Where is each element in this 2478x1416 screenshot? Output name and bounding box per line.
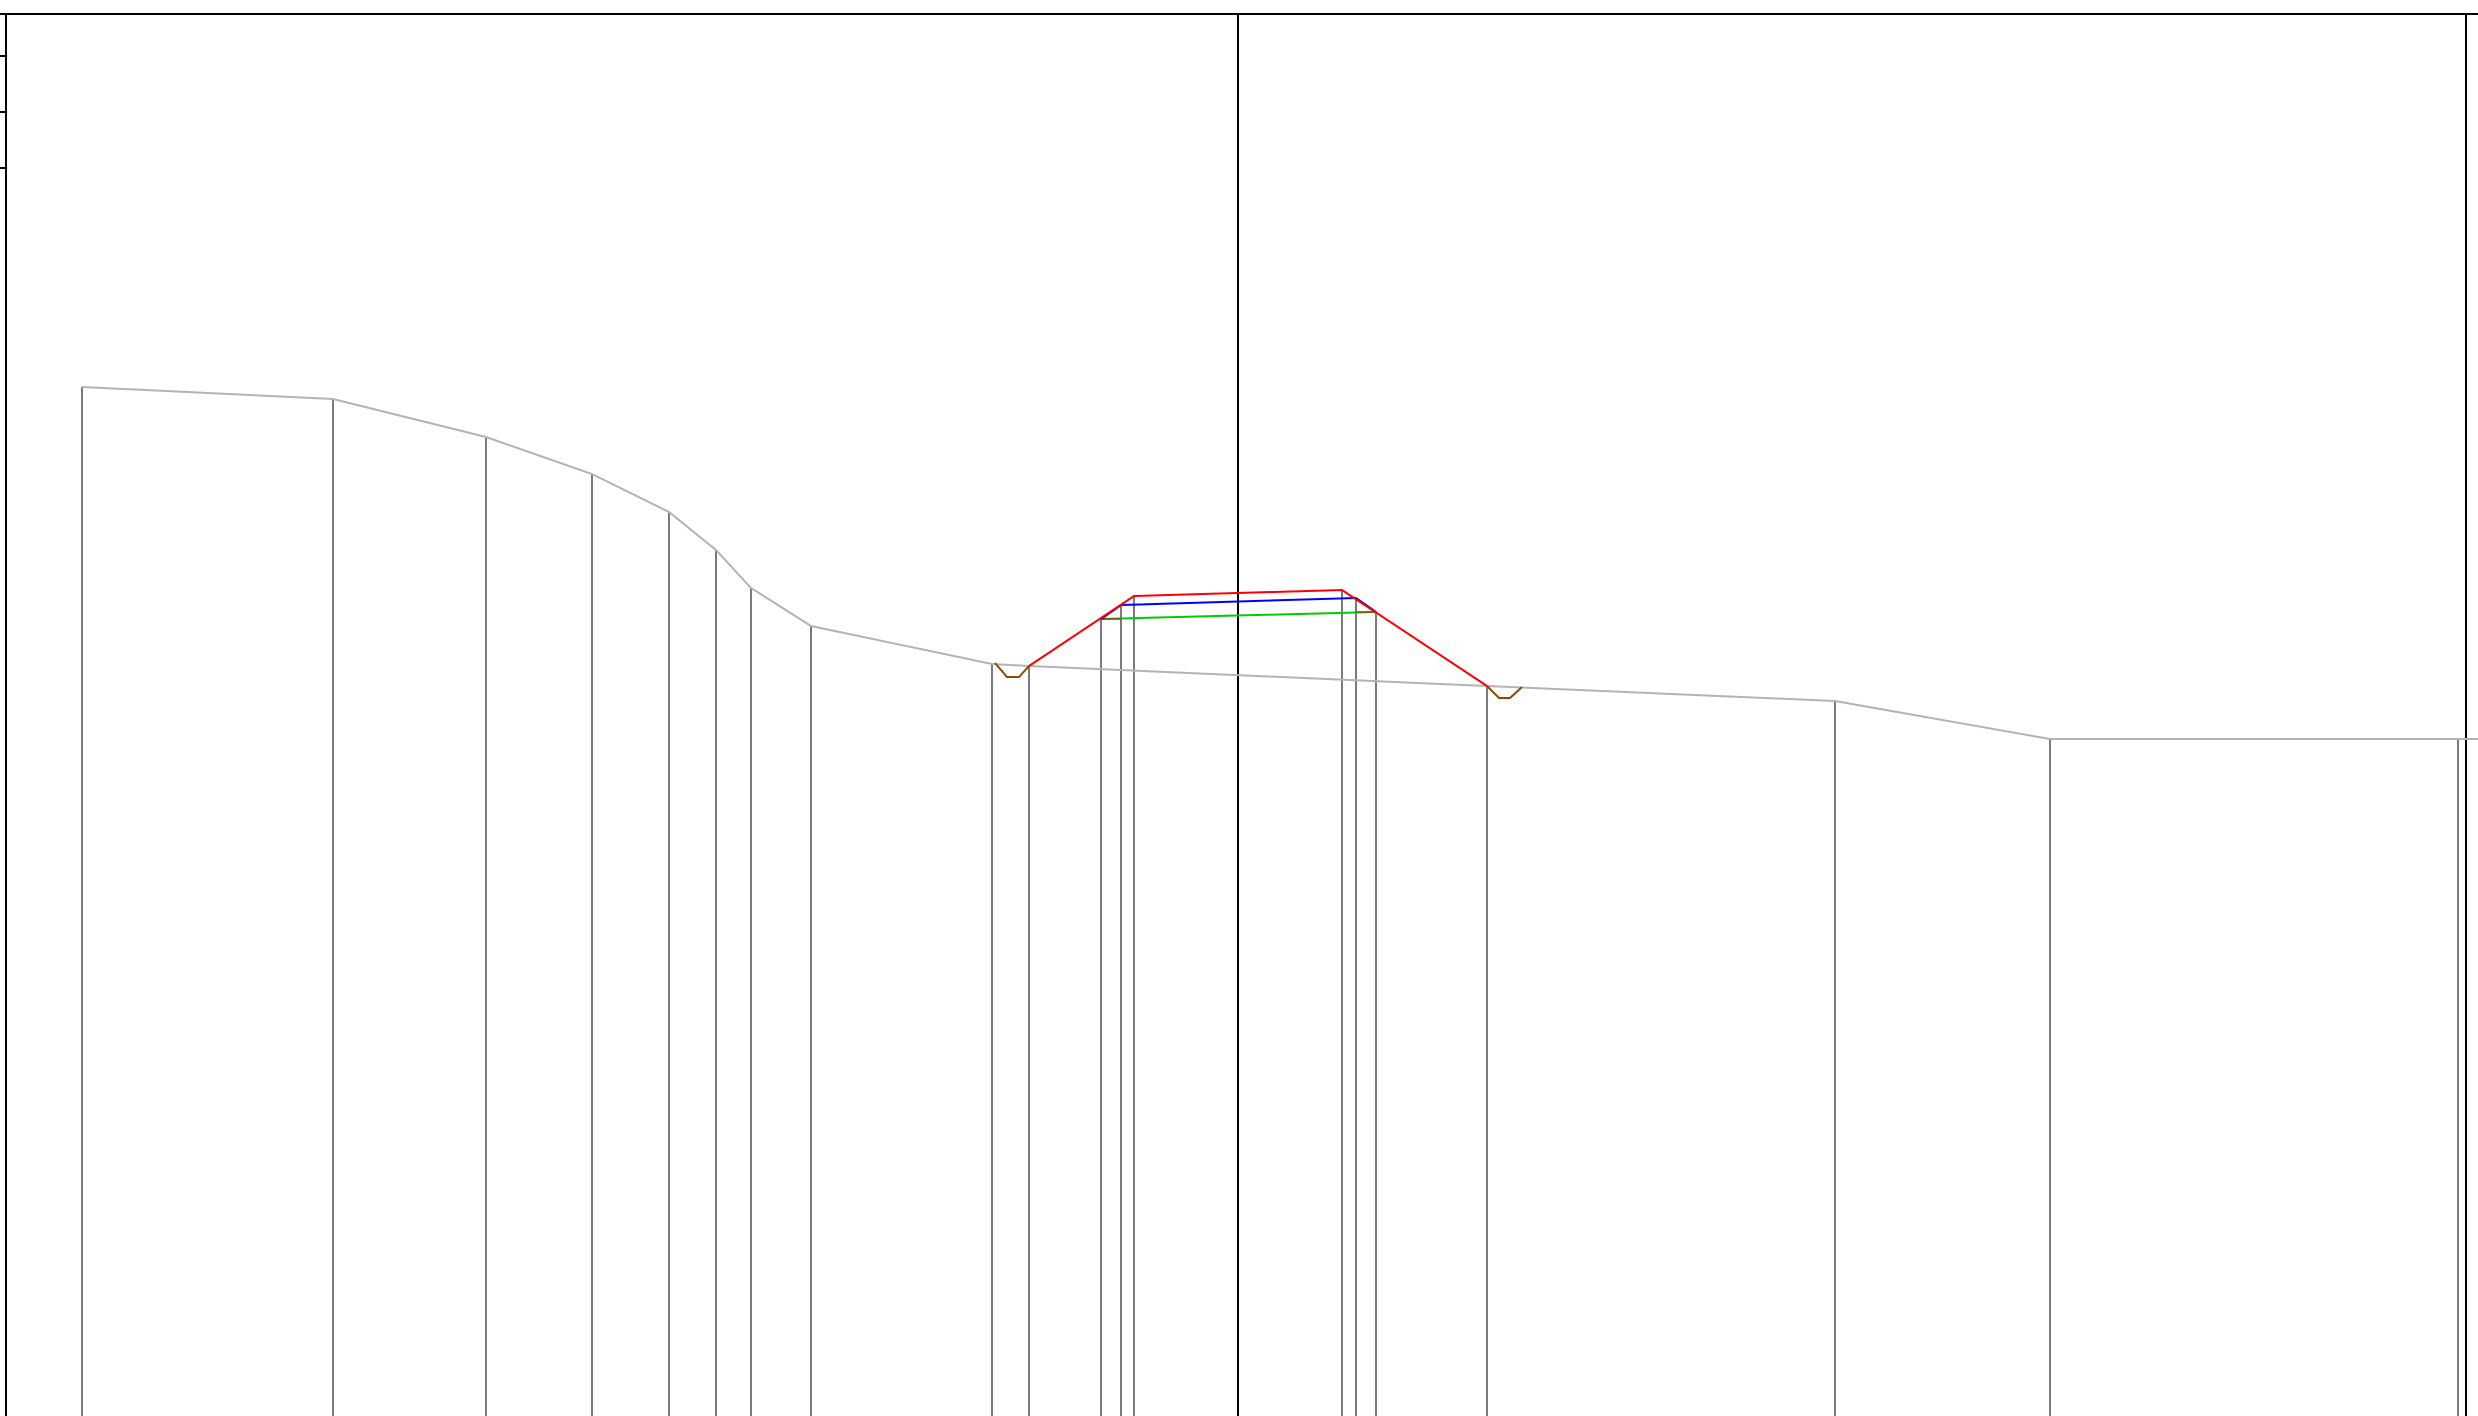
base-course-line bbox=[1100, 611, 1377, 620]
existing-ground-line bbox=[81, 386, 2478, 740]
offset-lines bbox=[81, 387, 2459, 1416]
design-surface-line bbox=[1028, 588, 1488, 687]
right-ditch bbox=[1486, 685, 1523, 699]
left-ditch bbox=[994, 662, 1030, 678]
